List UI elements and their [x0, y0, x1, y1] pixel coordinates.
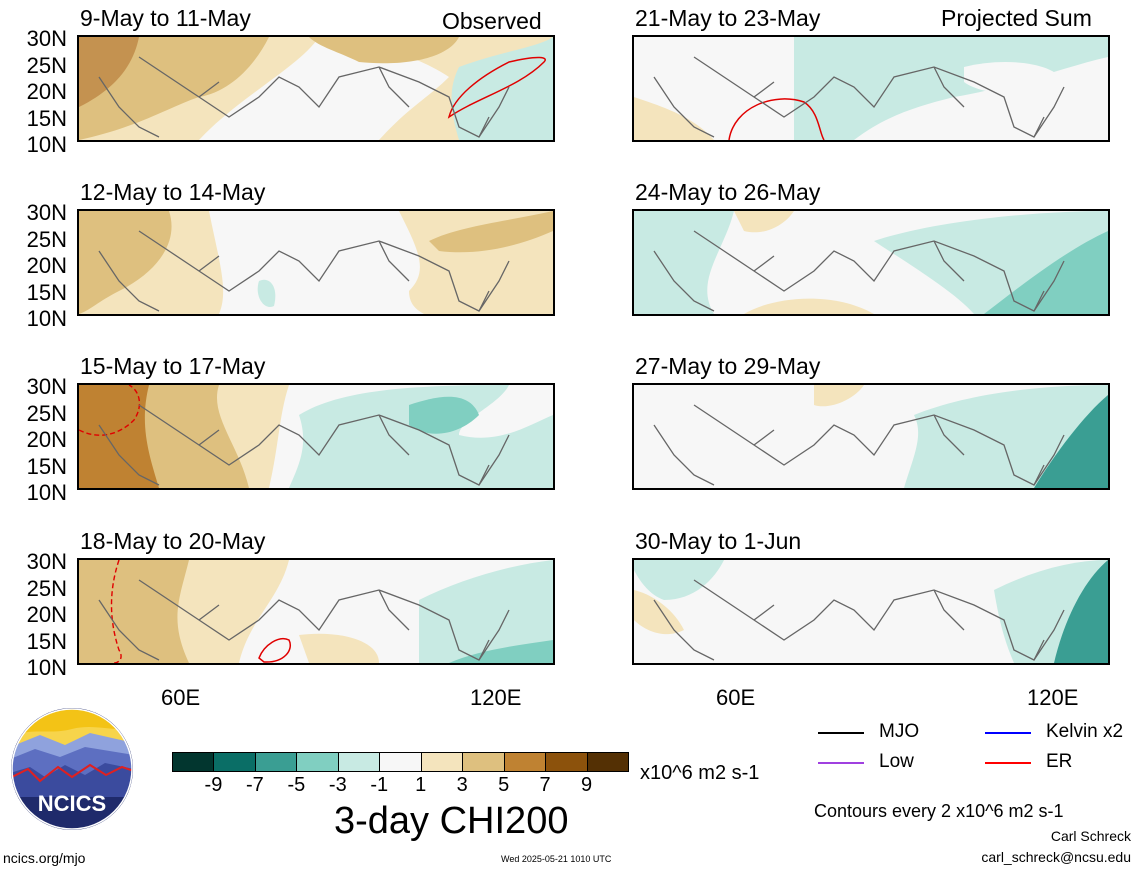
legend-er-label: ER	[1046, 751, 1073, 772]
ncics-logo: NCICS	[10, 707, 134, 831]
map-panel	[632, 383, 1110, 490]
colorbar-tick-label: 1	[415, 774, 427, 796]
legend-low-line	[818, 762, 864, 764]
lat-label: 10N	[26, 480, 67, 505]
colorbar-swatch	[586, 752, 629, 772]
colorbar-swatch	[545, 752, 588, 772]
lat-label: 10N	[26, 132, 67, 157]
colorbar-swatch	[379, 752, 422, 772]
panel-title: 12-May to 14-May	[80, 179, 266, 205]
lat-label: 25N	[26, 400, 67, 426]
footer-timestamp: Wed 2025-05-21 1010 UTC	[501, 854, 612, 864]
colorbar-swatch	[462, 752, 505, 772]
footer-email[interactable]: carl_schreck@ncsu.edu	[981, 849, 1131, 865]
colorbar	[172, 752, 629, 772]
lat-label: 20N	[26, 602, 67, 627]
colorbar-tick-label: -3	[328, 774, 347, 796]
map-panel	[632, 209, 1110, 316]
lat-label: 10N	[26, 306, 67, 331]
map-panel	[632, 558, 1110, 665]
legend-kelvin-label: Kelvin x2	[1046, 721, 1124, 742]
colorbar-tick-label: 3	[456, 774, 468, 796]
lat-label: 15N	[26, 453, 67, 479]
lat-label: 25N	[26, 52, 67, 78]
legend-low-label: Low	[879, 751, 914, 772]
lat-label: 30N	[26, 200, 67, 225]
lat-label: 30N	[26, 549, 67, 574]
panel-title: 27-May to 29-May	[635, 353, 821, 379]
colorbar-swatch	[254, 752, 298, 772]
footer-url[interactable]: ncics.org/mjo	[3, 850, 86, 866]
lat-label: 25N	[26, 575, 67, 601]
map-panel	[77, 558, 555, 665]
lat-label: 30N	[26, 26, 67, 51]
lat-label: 30N	[26, 374, 67, 399]
projected-sum-header: Projected Sum	[941, 5, 1092, 31]
colorbar-swatch	[213, 752, 256, 772]
colorbar-tick-label: 7	[539, 774, 551, 796]
panel-title: 21-May to 23-May	[635, 5, 821, 31]
logo-text: NCICS	[38, 791, 106, 816]
legend-er-line	[985, 762, 1031, 764]
panel-title: 30-May to 1-Jun	[635, 528, 802, 554]
lat-label: 15N	[26, 628, 67, 654]
colorbar-tick-label: 5	[498, 774, 510, 796]
colorbar-tick-label: -5	[287, 774, 306, 796]
lat-label: 10N	[26, 655, 67, 680]
observed-header: Observed	[442, 8, 542, 34]
panel-title: 24-May to 26-May	[635, 179, 821, 205]
map-panel	[77, 209, 555, 316]
legend-kelvin-line	[985, 732, 1031, 734]
colorbar-swatch	[172, 752, 215, 772]
lon-label-120e: 120E	[1027, 685, 1079, 710]
panel-title: 9-May to 11-May	[80, 5, 251, 31]
lon-label-60e: 60E	[716, 685, 756, 710]
colorbar-tick-label: -1	[370, 774, 389, 796]
lon-label-60e: 60E	[161, 685, 201, 710]
lat-label: 20N	[26, 427, 67, 452]
map-panel	[632, 35, 1110, 142]
footer-author: Carl Schreck	[1050, 828, 1131, 844]
lat-label: 25N	[26, 226, 67, 252]
map-panel	[77, 383, 555, 490]
panel-title: 15-May to 17-May	[80, 353, 266, 379]
colorbar-swatch	[337, 752, 381, 772]
legend-mjo-line	[818, 732, 864, 734]
colorbar-title: 3-day CHI200	[334, 800, 569, 842]
colorbar-swatch	[296, 752, 339, 772]
colorbar-tick-label: 9	[580, 774, 593, 796]
colorbar-tick-label: -7	[246, 774, 264, 796]
map-panel	[77, 35, 555, 142]
panel-title: 18-May to 20-May	[80, 528, 266, 554]
colorbar-swatch	[503, 752, 547, 772]
lon-label-120e: 120E	[470, 685, 522, 710]
colorbar-tick-label: -9	[204, 774, 223, 796]
legend-mjo-label: MJO	[879, 721, 920, 742]
lat-label: 15N	[26, 279, 67, 305]
contour-note: Contours every 2 x10^6 m2 s-1	[814, 801, 1064, 821]
colorbar-units: x10^6 m2 s-1	[640, 762, 760, 784]
lat-label: 20N	[26, 79, 67, 104]
lat-label: 20N	[26, 253, 67, 278]
colorbar-swatch	[420, 752, 464, 772]
lat-label: 15N	[26, 105, 67, 131]
